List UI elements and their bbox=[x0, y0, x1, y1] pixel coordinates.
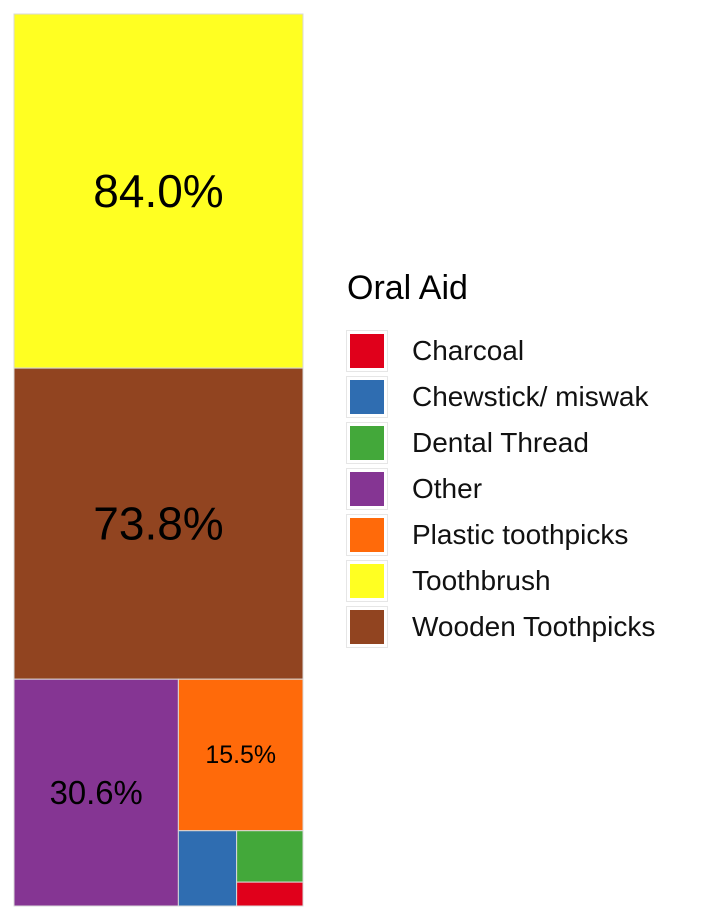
legend-label-charcoal: Charcoal bbox=[412, 335, 525, 366]
tile-other bbox=[13, 678, 179, 907]
tile-charcoal bbox=[236, 881, 304, 907]
tile-dental-thread bbox=[236, 830, 304, 883]
legend-swatch-charcoal bbox=[346, 330, 388, 372]
legend-label-plastic-toothpicks: Plastic toothpicks bbox=[412, 519, 629, 550]
legend-item-charcoal: Charcoal bbox=[346, 328, 655, 374]
legend-label-chewstick-miswak: Chewstick/ miswak bbox=[412, 381, 649, 412]
legend-swatch-chewstick-miswak bbox=[346, 376, 388, 418]
legend-title: Oral Aid bbox=[347, 269, 468, 307]
legend-item-chewstick-miswak: Chewstick/ miswak bbox=[346, 374, 655, 420]
legend-item-toothbrush: Toothbrush bbox=[346, 558, 655, 604]
tile-label-wooden-toothpicks: 73.8% bbox=[93, 498, 223, 550]
legend-label-wooden-toothpicks: Wooden Toothpicks bbox=[412, 611, 656, 642]
tile-chewstick-miswak bbox=[177, 830, 238, 907]
legend: Oral Aid Charcoal Chewstick/ miswak Dental… bbox=[346, 268, 656, 650]
legend-label-other: Other bbox=[412, 473, 483, 504]
tile-label-toothbrush: 84.0% bbox=[93, 165, 223, 217]
legend-swatch-wooden-toothpicks bbox=[346, 606, 388, 648]
tile-wooden-toothpicks bbox=[13, 367, 304, 680]
tile-label-other: 30.6% bbox=[50, 774, 143, 811]
legend-item-wooden-toothpicks: Wooden Toothpicks bbox=[346, 604, 656, 650]
tile-label-plastic-toothpicks: 15.5% bbox=[205, 741, 276, 769]
legend-item-other: Other bbox=[346, 466, 655, 512]
legend-swatch-dental-thread bbox=[346, 422, 388, 464]
legend-item-dental-thread: Dental Thread bbox=[346, 420, 655, 466]
legend-swatch-plastic-toothpicks bbox=[346, 514, 388, 556]
legend-swatch-other bbox=[346, 468, 388, 510]
tile-plastic-toothpicks bbox=[177, 678, 304, 832]
legend-item-plastic-toothpicks: Plastic toothpicks bbox=[346, 512, 655, 558]
legend-label-toothbrush: Toothbrush bbox=[412, 565, 551, 596]
legend-label-dental-thread: Dental Thread bbox=[412, 427, 589, 458]
legend-swatch-toothbrush bbox=[346, 560, 388, 602]
tile-toothbrush bbox=[13, 13, 304, 369]
